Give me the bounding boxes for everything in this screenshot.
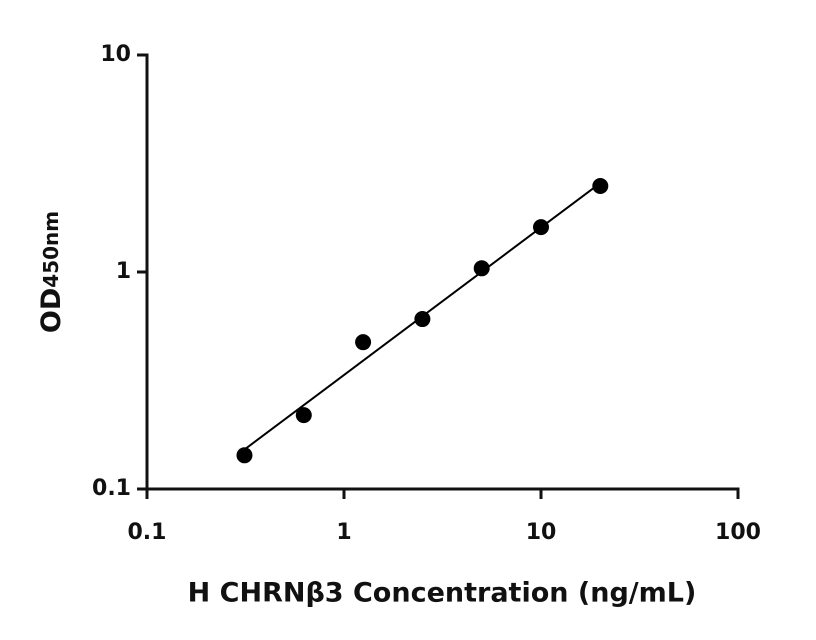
x-tick-label: 1 (336, 520, 351, 545)
y-axis-label: OD450nm (36, 211, 67, 333)
data-point (592, 178, 609, 195)
data-point (533, 219, 549, 236)
y-tick-label: 0.1 (92, 476, 131, 501)
y-tick-label: 1 (116, 259, 131, 284)
x-tick-label: 10 (526, 520, 557, 545)
data-point (473, 260, 490, 277)
y-axis-label-main: OD (36, 288, 67, 333)
data-point (355, 334, 372, 351)
x-axis-label: H CHRNβ3 Concentration (ng/mL) (188, 578, 697, 609)
x-tick-label: 0.1 (128, 520, 167, 545)
x-tick-label: 100 (715, 520, 761, 545)
data-point (236, 447, 253, 464)
data-point (414, 311, 431, 328)
y-tick-label: 10 (100, 42, 131, 67)
data-point (295, 407, 312, 424)
y-axis-label-sub: 450nm (39, 211, 63, 288)
